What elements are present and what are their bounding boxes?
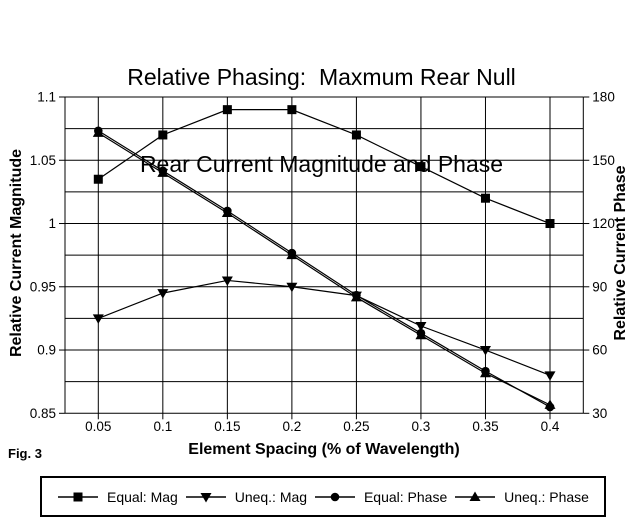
x-axis-title: Element Spacing (% of Wavelength) [188,441,460,458]
chart-title-line1: Relative Phasing: Maxmum Rear Null [127,64,516,90]
left-tick-label: 1.1 [37,90,56,105]
right-tick-label: 180 [592,90,615,105]
legend-item-uneq-phase: Uneq.: Phase [454,489,589,505]
right-tick-label: 60 [592,343,607,358]
x-tick-label: 0.3 [412,419,431,434]
chart-title: Relative Phasing: Maxmum Rear Null Rear … [0,5,643,237]
x-tick-label: 0.05 [85,419,111,434]
marker-square [545,219,555,229]
legend-label-equal-mag: Equal: Mag [107,488,178,505]
x-tick-label: 0.35 [472,419,498,434]
marker-triangle-down [479,346,491,356]
marker-square [287,105,297,115]
marker-triangle-up [92,127,104,137]
legend-triangle-up-icon [455,491,496,501]
legend-square-icon [58,492,98,501]
marker-square [158,130,168,140]
marker-triangle-up [157,167,169,177]
legend-item-uneq-mag: Uneq.: Mag [185,489,307,505]
right-axis-title: Relative Current Phase [612,165,629,341]
legend-marker-circle [330,492,340,501]
x-tick-label: 0.1 [153,419,172,434]
series-line-uneq-mag [98,279,551,376]
figure-number: Fig. 3 [8,446,42,461]
right-tick-label: 120 [592,216,615,231]
marker-triangle-down [544,371,556,381]
legend: Equal: Mag Uneq.: Mag Equal: Phase Uneq.: P… [40,476,606,517]
legend-marker-square [73,492,83,501]
marker-triangle-up [286,249,298,260]
left-tick-label: 1 [48,216,56,231]
marker-square [416,162,426,172]
marker-triangle-down [415,322,427,332]
legend-item-equal-mag: Equal: Mag [57,489,178,505]
legend-marker-triangle-down [200,492,212,502]
legend-item-equal-phase: Equal: Phase [314,489,447,505]
left-tick-label: 0.9 [37,343,56,358]
chart-title-line2: Rear Current Magnitude and Phase [139,151,504,177]
series-line-equal-phase [97,130,551,408]
legend-circle-icon [314,492,355,501]
marker-square [222,105,232,115]
marker-triangle-up [350,291,362,302]
right-tick-label: 30 [592,406,607,421]
marker-triangle-up [221,207,233,217]
left-tick-label: 1.05 [30,153,56,168]
series-line-equal-mag [97,109,551,225]
legend-marker-triangle-up [469,491,481,501]
marker-triangle-up [479,367,491,378]
marker-triangle-up [415,329,427,340]
marker-triangle-down [286,282,298,293]
legend-triangle-down-icon [185,492,226,502]
left-tick-label: 0.85 [30,406,56,421]
plot-area: 1.1 1.05 1 0.95 0.9 0.85 180 150 120 90 60 30 0.05 0.… [30,90,615,435]
x-tick-label: 0.15 [214,419,240,434]
legend-label-uneq-phase: Uneq.: Phase [504,488,589,505]
marker-triangle-down [157,289,169,299]
right-tick-label: 90 [592,279,607,294]
right-tick-label: 150 [592,153,615,168]
x-tick-label: 0.2 [282,419,301,434]
legend-label-uneq-mag: Uneq.: Mag [234,488,308,505]
marker-square [351,130,361,140]
marker-square [480,193,490,203]
marker-triangle-down [92,314,104,324]
legend-label-equal-phase: Equal: Phase [363,488,448,505]
left-tick-label: 0.95 [30,279,56,294]
series-line-uneq-phase [97,132,551,406]
marker-triangle-down [221,276,233,286]
x-tick-label: 0.25 [343,419,369,434]
marker-triangle-up [544,399,556,409]
left-axis-title: Relative Current Magnitude [8,148,25,358]
x-tick-label: 0.4 [541,419,560,434]
marker-square [93,174,103,184]
